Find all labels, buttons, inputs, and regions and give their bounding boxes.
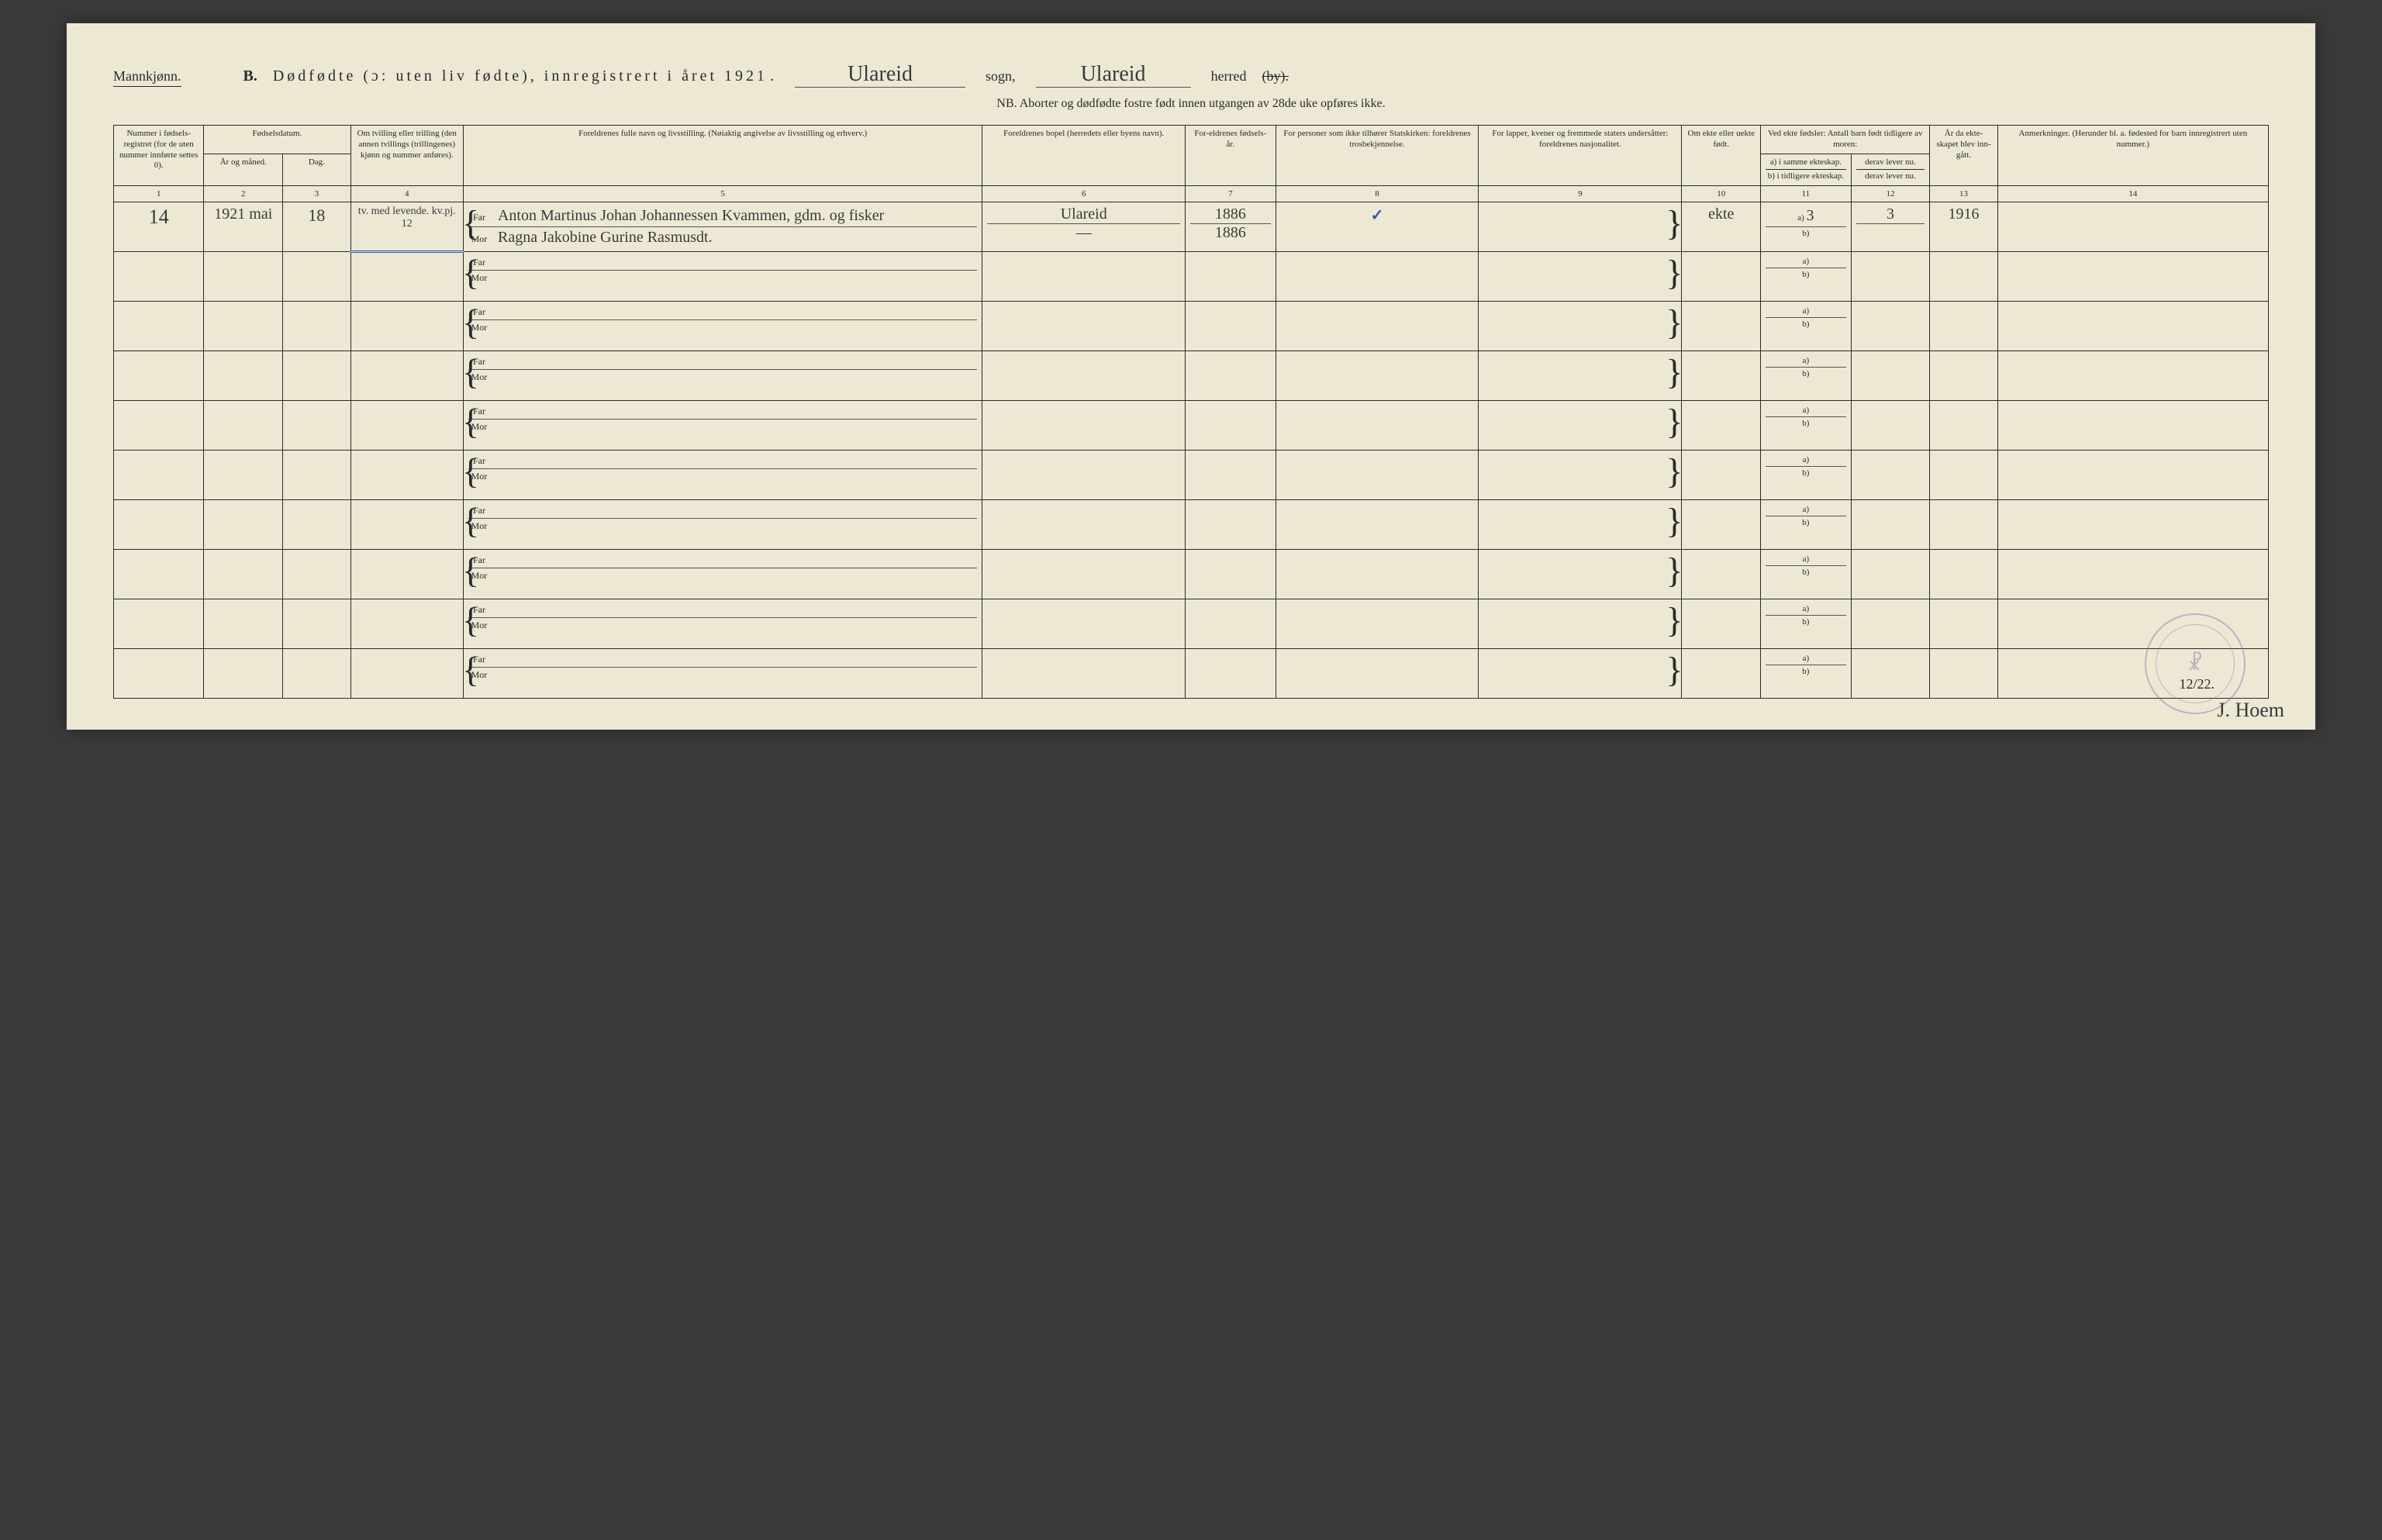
sogn-label: sogn, bbox=[986, 68, 1016, 85]
col-header-2a: År og måned. bbox=[204, 154, 283, 186]
father-name: Anton Martinus Johan Johannessen Kvammen… bbox=[498, 207, 884, 225]
brace-right-icon: } bbox=[1666, 554, 1683, 586]
gender-label: Mannkjønn. bbox=[113, 68, 181, 87]
checkmark-icon: ✓ bbox=[1371, 207, 1384, 224]
section-letter: B. bbox=[243, 67, 257, 85]
col-header-12: derav lever nu. derav lever nu. bbox=[1851, 154, 1930, 186]
header-row: Mannkjønn. B. Dødfødte (ɔ: uten liv født… bbox=[113, 62, 2269, 88]
brace-right-icon: } bbox=[1666, 406, 1683, 437]
form-title: Dødfødte (ɔ: uten liv fødte), innregistr… bbox=[273, 67, 775, 85]
page-number: 12/22. bbox=[2179, 676, 2215, 692]
sogn-value: Ulareid bbox=[795, 62, 965, 88]
brace-right-icon: } bbox=[1666, 207, 1683, 239]
brace-left-icon: { bbox=[462, 406, 479, 437]
table-body: 14 1921 mai 18 tv. med levende. kv.pj. 1… bbox=[114, 202, 2269, 699]
cell-col11: a) 3 b) bbox=[1761, 202, 1851, 252]
table-row: {FarMor}a)b) bbox=[114, 252, 2269, 302]
col-header-14: Anmerkninger. (Herunder bl. a. fødested … bbox=[1997, 126, 2268, 186]
brace-left-icon: { bbox=[462, 654, 479, 685]
brace-left-icon: { bbox=[462, 455, 479, 487]
table-row: {FarMor}a)b) bbox=[114, 451, 2269, 500]
cell-birthyears: 1886 1886 bbox=[1186, 202, 1276, 252]
col-header-8: For personer som ikke tilhører Statskirk… bbox=[1276, 126, 1479, 186]
cell-bopel: Ulareid — bbox=[982, 202, 1186, 252]
col-header-4: Om tvilling eller trilling (den annen tv… bbox=[350, 126, 463, 186]
brace-left-icon: { bbox=[462, 257, 479, 288]
cell-year-month: 1921 mai bbox=[204, 202, 283, 252]
register-table: Nummer i fødsels-registret (for de uten … bbox=[113, 125, 2269, 699]
cell-col12: 3 bbox=[1851, 202, 1930, 252]
col-header-10: Om ekte eller uekte født. bbox=[1682, 126, 1761, 186]
brace-right-icon: } bbox=[1666, 654, 1683, 685]
col-header-1: Nummer i fødsels-registret (for de uten … bbox=[114, 126, 204, 186]
year-suffix: 1 bbox=[757, 67, 765, 85]
table-row: {FarMor}a)b) bbox=[114, 401, 2269, 451]
col-header-11a: a) i samme ekteskap. b) i tidligere ekte… bbox=[1761, 154, 1851, 186]
brace-right-icon: } bbox=[1666, 356, 1683, 388]
brace-left-icon: { bbox=[462, 554, 479, 586]
table-row: {FarMor}a)b) bbox=[114, 550, 2269, 599]
cell-col8: ✓ bbox=[1276, 202, 1479, 252]
cell-twin: tv. med levende. kv.pj. 12 bbox=[350, 202, 463, 252]
nb-note: NB. Aborter og dødfødte fostre født inne… bbox=[113, 97, 2269, 111]
column-number-row: 1 2 3 4 5 6 7 8 9 10 11 12 13 14 bbox=[114, 186, 2269, 202]
table-row: {FarMor}a)b) bbox=[114, 351, 2269, 401]
table-row: {FarMor}a)b) bbox=[114, 302, 2269, 351]
brace-left-icon: { bbox=[462, 505, 479, 537]
table-row: 14 1921 mai 18 tv. med levende. kv.pj. 1… bbox=[114, 202, 2269, 252]
brace-right-icon: } bbox=[1666, 604, 1683, 636]
cell-parents: { Far Anton Martinus Johan Johannessen K… bbox=[463, 202, 982, 252]
col-header-7: For-eldrenes fødsels-år. bbox=[1186, 126, 1276, 186]
herred-label: herred bbox=[1211, 68, 1247, 85]
brace-right-icon: } bbox=[1666, 306, 1683, 338]
col-header-13: År da ekte-skapet blev inn-gått. bbox=[1930, 126, 1997, 186]
brace-right-icon: } bbox=[1666, 257, 1683, 288]
brace-left-icon: { bbox=[462, 604, 479, 636]
brace-right-icon: } bbox=[1666, 455, 1683, 487]
table-header: Nummer i fødsels-registret (for de uten … bbox=[114, 126, 2269, 202]
document-page: Mannkjønn. B. Dødfødte (ɔ: uten liv født… bbox=[67, 23, 2315, 730]
col-header-5: Foreldrenes fulle navn og livsstilling. … bbox=[463, 126, 982, 186]
col-header-2b: Dag. bbox=[283, 154, 350, 186]
table-row: {FarMor}a)b) bbox=[114, 649, 2269, 699]
table-row: {FarMor}a)b) bbox=[114, 599, 2269, 649]
cell-ekte: ekte bbox=[1682, 202, 1761, 252]
brace-left-icon: { bbox=[462, 306, 479, 338]
cell-col9: } bbox=[1479, 202, 1682, 252]
brace-left-icon: { bbox=[462, 207, 479, 239]
mother-name: Ragna Jakobine Gurine Rasmusdt. bbox=[498, 229, 713, 247]
col-header-2-top: Fødselsdatum. bbox=[204, 126, 350, 154]
cell-number: 14 bbox=[114, 202, 204, 252]
herred-value: Ulareid bbox=[1036, 62, 1191, 88]
table-row: {FarMor}a)b) bbox=[114, 500, 2269, 550]
herred-struck: (by). bbox=[1262, 68, 1289, 85]
cell-day: 18 bbox=[283, 202, 350, 252]
cell-col14 bbox=[1997, 202, 2268, 252]
brace-left-icon: { bbox=[462, 356, 479, 388]
col-header-6: Foreldrenes bopel (herredets eller byens… bbox=[982, 126, 1186, 186]
cell-col13: 1916 bbox=[1930, 202, 1997, 252]
col-header-11-top: Ved ekte fødsler: Antall barn født tidli… bbox=[1761, 126, 1930, 154]
brace-right-icon: } bbox=[1666, 505, 1683, 537]
signature: J. Hoem bbox=[2217, 699, 2284, 722]
col-header-9: For lapper, kvener og fremmede staters u… bbox=[1479, 126, 1682, 186]
